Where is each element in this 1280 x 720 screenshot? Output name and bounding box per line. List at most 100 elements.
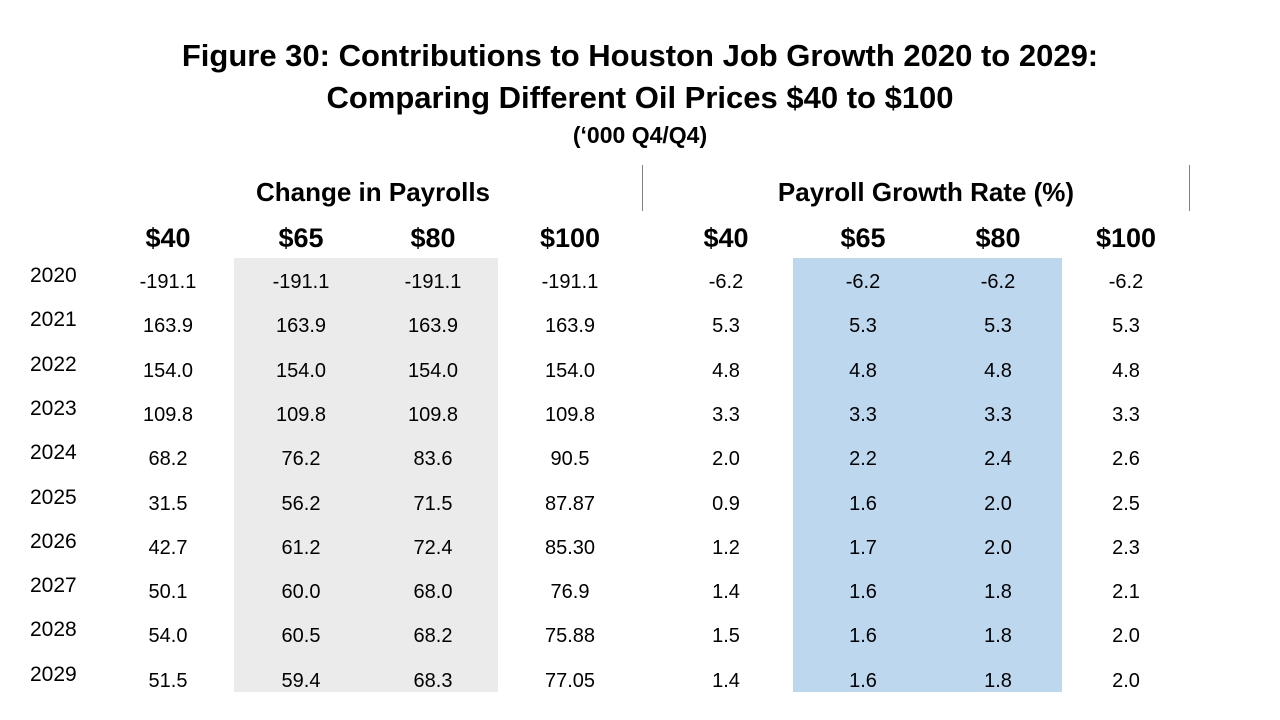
- table-cell: 1.7: [849, 536, 877, 559]
- table-cell: 2.0: [712, 448, 740, 471]
- row-year: 2020: [30, 264, 77, 287]
- table-cell: -191.1: [404, 271, 462, 293]
- table-cell: 31.5: [148, 492, 188, 515]
- table-cell: 1.8: [984, 581, 1012, 604]
- table-cell: 154.0: [142, 359, 194, 382]
- table-cell: 68.2: [148, 448, 188, 471]
- table-cell: 1.6: [849, 669, 877, 692]
- table-cell: 109.8: [275, 403, 327, 426]
- table-cell: 5.3: [1112, 315, 1140, 338]
- table-cell: 90.5: [550, 448, 590, 471]
- column-header: $65: [840, 223, 886, 253]
- table-cell: 3.3: [712, 403, 740, 426]
- row-year: 2028: [30, 618, 77, 642]
- column-header: $80: [975, 223, 1021, 253]
- table-cell: 85.30: [544, 536, 596, 559]
- table-cell: 1.4: [712, 669, 740, 692]
- row-year: 2022: [30, 352, 77, 376]
- table-row: 2027 50.1 60.0 68.0 76.9 1.4 1.6 1.8 2.1: [0, 569, 1280, 613]
- table-cell: 59.4: [281, 669, 321, 692]
- table-cell: -191.1: [272, 271, 330, 293]
- table-cell: 4.8: [984, 359, 1012, 382]
- row-year: 2023: [30, 396, 77, 420]
- table-cell: 54.0: [148, 625, 188, 648]
- row-year: 2027: [30, 574, 77, 598]
- table-cell: 2.0: [1112, 669, 1140, 692]
- figure-title: Figure 30: Contributions to Houston Job …: [181, 38, 1099, 73]
- table-cell: 4.8: [849, 359, 877, 382]
- table-row: 2025 31.5 56.2 71.5 87.87 0.9 1.6 2.0 2.5: [0, 481, 1280, 525]
- column-header: $40: [703, 223, 749, 253]
- column-header: $80: [410, 223, 456, 253]
- column-header: $40: [145, 223, 191, 253]
- figure-units: (‘000 Q4/Q4): [572, 122, 708, 148]
- table-cell: 4.8: [712, 359, 740, 382]
- table-cell: 0.9: [712, 492, 740, 515]
- table-cell: 109.8: [407, 403, 459, 426]
- table-cell: 51.5: [148, 669, 188, 692]
- row-year: 2021: [30, 308, 77, 332]
- table-row: 2023 109.8 109.8 109.8 109.8 3.3 3.3 3.3 3.3: [0, 392, 1280, 436]
- table-cell: -6.2: [1108, 271, 1144, 293]
- table-cell: 71.5: [413, 492, 453, 515]
- table-cell: -6.2: [708, 271, 744, 293]
- table-cell: -191.1: [139, 271, 197, 293]
- table-cell: 72.4: [413, 536, 453, 559]
- row-year: 2025: [30, 485, 77, 509]
- table-cell: 2.3: [1112, 536, 1140, 559]
- column-header: $100: [1095, 223, 1157, 253]
- group-header-payrolls: Change in Payrolls: [255, 177, 491, 207]
- table-cell: 1.5: [712, 625, 740, 648]
- table-cell: 60.5: [281, 625, 321, 648]
- table-cell: 154.0: [544, 359, 596, 382]
- table-cell: 163.9: [544, 315, 596, 338]
- table-row: 2021 163.9 163.9 163.9 163.9 5.3 5.3 5.3 5.3: [0, 303, 1280, 347]
- table-cell: 1.6: [849, 581, 877, 604]
- column-header: $100: [539, 223, 601, 253]
- table-cell: 2.2: [849, 448, 877, 471]
- table-cell: 109.8: [544, 403, 596, 426]
- table-cell: 61.2: [281, 536, 321, 559]
- table-cell: 75.88: [544, 625, 596, 648]
- table-cell: 68.3: [413, 669, 453, 692]
- row-year: 2026: [30, 529, 77, 553]
- group-header-growth: Payroll Growth Rate (%): [777, 177, 1075, 207]
- table-cell: 3.3: [849, 403, 877, 426]
- table-cell: 1.6: [849, 625, 877, 648]
- table-cell: 76.2: [281, 448, 321, 471]
- table-cell: 1.8: [984, 625, 1012, 648]
- row-year: 2024: [30, 441, 77, 465]
- table-cell: 77.05: [544, 669, 596, 692]
- table-cell: 5.3: [712, 315, 740, 338]
- table-cell: -6.2: [980, 271, 1016, 293]
- table-cell: 2.1: [1112, 581, 1140, 604]
- table-cell: 1.6: [849, 492, 877, 515]
- table-cell: 163.9: [407, 315, 459, 338]
- group-divider: [1189, 165, 1190, 211]
- growth-highlight-band: [793, 258, 1062, 692]
- table-cell: 68.0: [413, 581, 453, 604]
- table-cell: -6.2: [845, 271, 881, 293]
- table-cell: 42.7: [148, 536, 188, 559]
- table-cell: 68.2: [413, 625, 453, 648]
- row-year: 2029: [30, 662, 77, 686]
- figure-subtitle: Comparing Different Oil Prices $40 to $1…: [326, 80, 954, 115]
- table-row: 2026 42.7 61.2 72.4 85.30 1.2 1.7 2.0 2.3: [0, 525, 1280, 569]
- table-cell: 3.3: [1112, 403, 1140, 426]
- table-row: 2022 154.0 154.0 154.0 154.0 4.8 4.8 4.8 4.8: [0, 348, 1280, 392]
- table-cell: 4.8: [1112, 359, 1140, 382]
- table-cell: 2.0: [1112, 625, 1140, 648]
- table-cell: 163.9: [142, 315, 194, 338]
- table-cell: 83.6: [413, 448, 453, 471]
- column-header: $65: [278, 223, 324, 253]
- table-cell: 2.0: [984, 492, 1012, 515]
- table-cell: 2.5: [1112, 492, 1140, 515]
- table-cell: 2.0: [984, 536, 1012, 559]
- table-cell: 56.2: [281, 492, 321, 515]
- table-cell: 1.4: [712, 581, 740, 604]
- table-cell: 50.1: [148, 581, 188, 604]
- table-cell: 5.3: [849, 315, 877, 338]
- group-divider: [642, 165, 643, 211]
- table-cell: 76.9: [550, 581, 590, 604]
- table-cell: 163.9: [275, 315, 327, 338]
